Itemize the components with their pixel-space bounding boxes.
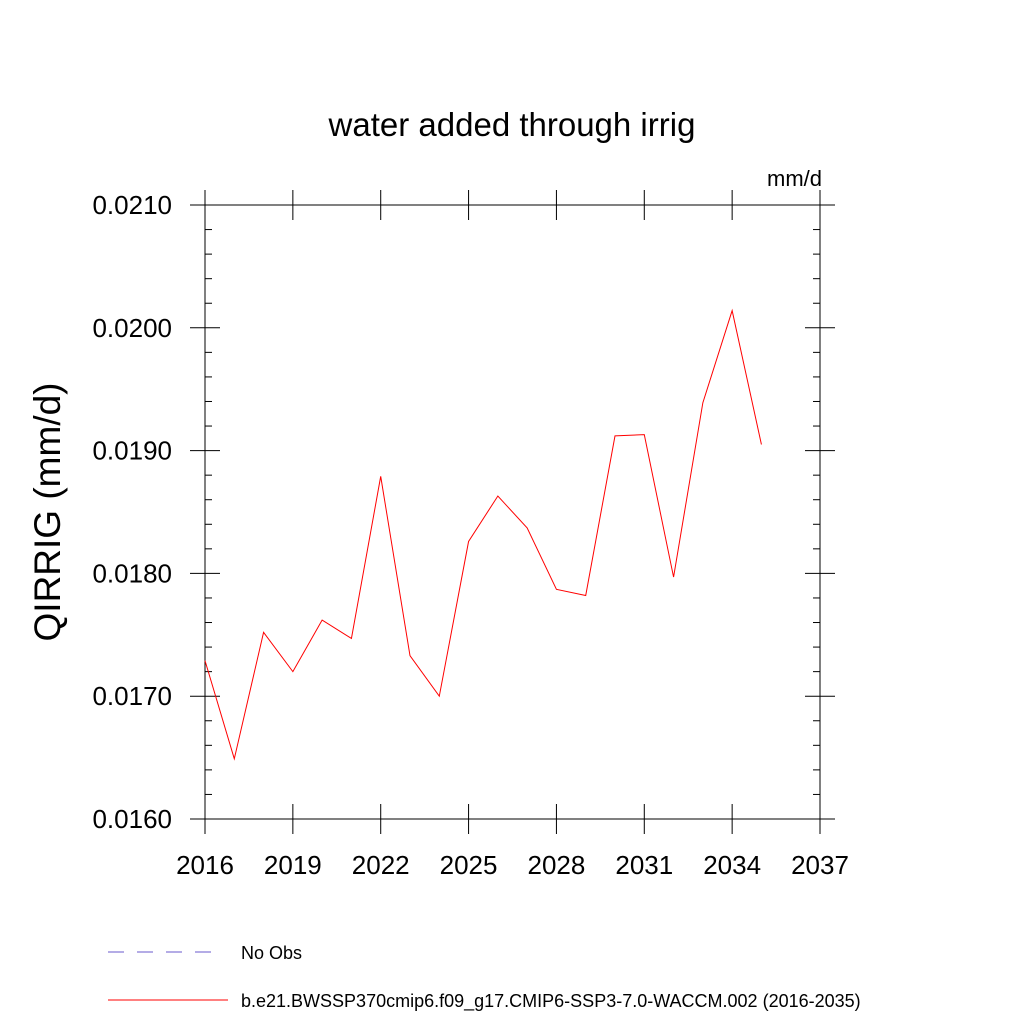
legend-label: No Obs — [241, 943, 302, 963]
x-tick-labels: 2016 2019 2022 2025 2028 2031 2034 2037 — [176, 850, 849, 880]
y-tick-label: 0.0190 — [92, 436, 172, 466]
x-tick-label: 2016 — [176, 850, 234, 880]
x-tick-label: 2028 — [528, 850, 586, 880]
x-tick-label: 2025 — [440, 850, 498, 880]
x-tick-label: 2022 — [352, 850, 410, 880]
y-tick-label: 0.0210 — [92, 190, 172, 220]
legend-label: b.e21.BWSSP370cmip6.f09_g17.CMIP6-SSP3-7… — [241, 991, 861, 1012]
y-tick-label: 0.0170 — [92, 681, 172, 711]
plot-frame — [204, 204, 821, 820]
units-label: mm/d — [767, 166, 822, 191]
x-tick-label: 2019 — [264, 850, 322, 880]
legend: No Obs b.e21.BWSSP370cmip6.f09_g17.CMIP6-… — [108, 943, 861, 1012]
chart-title: water added through irrig — [328, 106, 696, 143]
x-tick-label: 2031 — [615, 850, 673, 880]
y-tick-label: 0.0180 — [92, 558, 172, 588]
y-tick-labels: 0.0160 0.0170 0.0180 0.0190 0.0200 0.0210 — [92, 190, 172, 834]
y-tick-label: 0.0200 — [92, 313, 172, 343]
y-axis-label: QIRRIG (mm/d) — [27, 383, 68, 642]
series-line — [204, 308, 762, 761]
axis-ticks — [190, 190, 835, 834]
x-tick-label: 2037 — [791, 850, 849, 880]
series-lines — [204, 308, 762, 761]
x-tick-label: 2034 — [703, 850, 761, 880]
y-tick-label: 0.0160 — [92, 804, 172, 834]
